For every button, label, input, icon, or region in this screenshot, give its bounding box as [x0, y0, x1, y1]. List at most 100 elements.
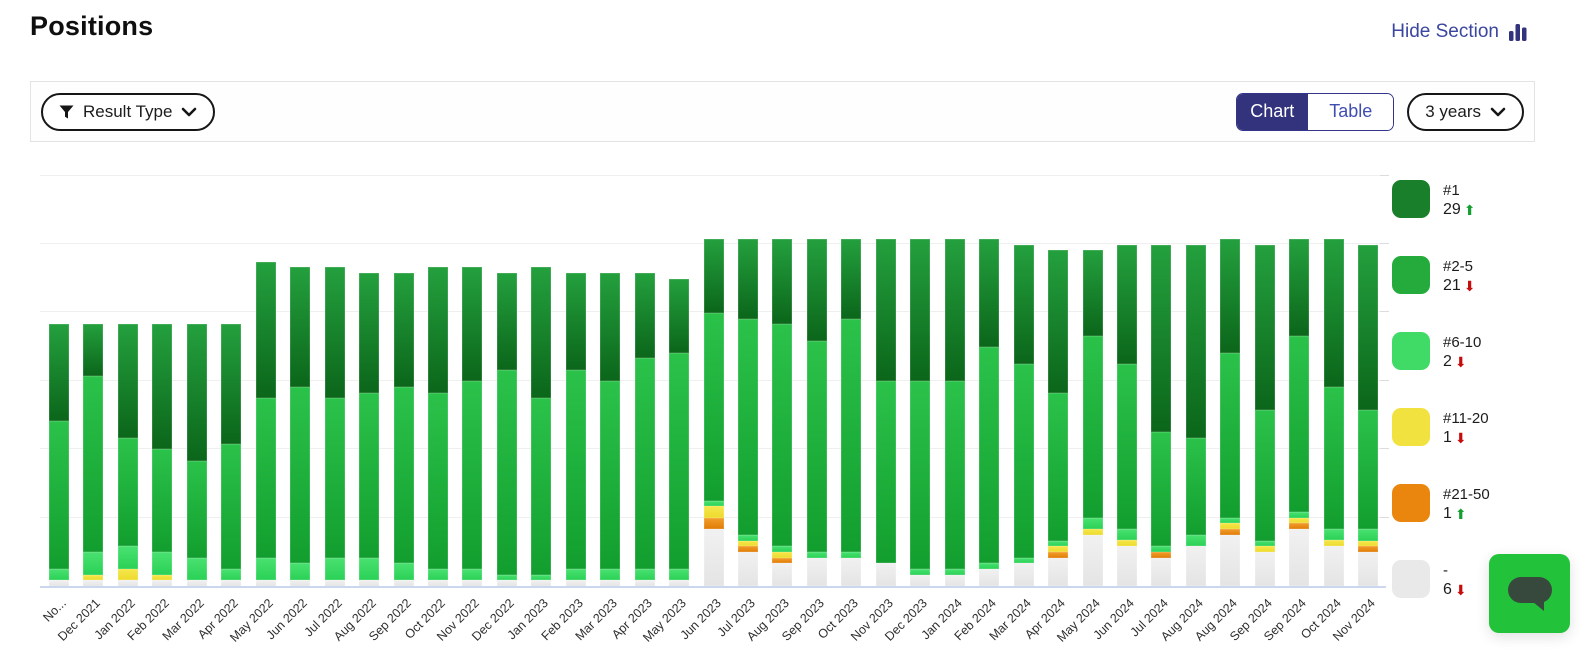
- stacked-bar[interactable]: [255, 170, 276, 586]
- legend-value: 6 ⬇: [1443, 581, 1467, 598]
- bar-segment: [496, 580, 517, 586]
- stacked-bar[interactable]: [979, 170, 1000, 586]
- bar-segment: [979, 568, 1000, 586]
- stacked-bar[interactable]: [565, 170, 586, 586]
- stacked-bar[interactable]: [841, 170, 862, 586]
- stacked-bar[interactable]: [1289, 170, 1310, 586]
- stacked-bar[interactable]: [1323, 170, 1344, 586]
- bar-segment: [1082, 534, 1103, 586]
- stacked-bar[interactable]: [1116, 170, 1137, 586]
- bar-segment: [875, 381, 896, 564]
- legend-name: -: [1443, 562, 1448, 579]
- stacked-bar[interactable]: [806, 170, 827, 586]
- bar-segment: [1013, 364, 1034, 558]
- stacked-bar[interactable]: [910, 170, 931, 586]
- bar-segment: [324, 267, 345, 399]
- stacked-bar[interactable]: [634, 170, 655, 586]
- bar-segment: [1358, 529, 1379, 541]
- bar-segment: [1358, 551, 1379, 586]
- chart-toggle-button[interactable]: Chart: [1237, 93, 1308, 130]
- legend-item[interactable]: #21-50 1 ⬆: [1392, 484, 1490, 524]
- bar-segment: [1151, 546, 1172, 552]
- stacked-bar[interactable]: [324, 170, 345, 586]
- bar-segment: [1358, 546, 1379, 552]
- result-type-button[interactable]: Result Type: [41, 92, 216, 131]
- stacked-bar[interactable]: [1254, 170, 1275, 586]
- bar-segment: [565, 568, 586, 581]
- bar-segment: [152, 449, 173, 552]
- stacked-bar[interactable]: [1151, 170, 1172, 586]
- stacked-bar[interactable]: [738, 170, 758, 586]
- bar-segment: [359, 273, 380, 393]
- bar-segment: [738, 238, 758, 319]
- stacked-bar[interactable]: [600, 170, 621, 586]
- hide-section-link[interactable]: Hide Section: [1391, 21, 1528, 43]
- stacked-bar[interactable]: [1220, 170, 1241, 586]
- stacked-bar[interactable]: [531, 170, 552, 586]
- bar-segment: [979, 563, 1000, 569]
- stacked-bar[interactable]: [1358, 170, 1379, 586]
- bar-segment: [1323, 238, 1344, 387]
- bar-segment: [875, 563, 896, 586]
- bar-segment: [1048, 250, 1069, 393]
- bar-segment: [255, 261, 276, 399]
- legend-item[interactable]: #11-20 1 ⬇: [1392, 408, 1490, 448]
- bar-segment: [1289, 238, 1310, 336]
- filter-icon: [59, 105, 74, 118]
- legend-swatch: [1392, 180, 1430, 218]
- y-axis-tick: [1380, 311, 1389, 313]
- legend-swatch: [1392, 560, 1430, 598]
- legend-item[interactable]: - 6 ⬇: [1392, 560, 1490, 600]
- bar-segment: [1220, 517, 1241, 524]
- bar-segment: [49, 568, 69, 581]
- stacked-bar[interactable]: [1185, 170, 1206, 586]
- bar-segment: [1116, 529, 1137, 541]
- bar-segment: [531, 580, 552, 586]
- chat-widget-button[interactable]: [1489, 554, 1570, 633]
- bar-segment: [186, 557, 207, 581]
- bar-segment: [600, 381, 621, 569]
- bar-segment: [427, 267, 448, 393]
- bar-segment: [83, 324, 104, 376]
- bar-segment: [1116, 244, 1137, 365]
- bar-segment: [255, 398, 276, 558]
- stacked-bar[interactable]: [462, 170, 483, 586]
- stacked-bar[interactable]: [152, 170, 173, 586]
- bar-segment: [255, 557, 276, 581]
- down-arrow-icon: ⬇: [1454, 582, 1467, 598]
- bar-segment: [83, 375, 104, 552]
- stacked-bar[interactable]: [49, 170, 69, 586]
- stacked-bar[interactable]: [1013, 170, 1034, 586]
- legend-name: #2-5: [1443, 258, 1474, 275]
- stacked-bar[interactable]: [290, 170, 311, 586]
- stacked-bar[interactable]: [427, 170, 448, 586]
- bar-segment: [565, 369, 586, 569]
- down-arrow-icon: ⬇: [1454, 430, 1467, 446]
- time-range-button[interactable]: 3 years: [1407, 92, 1524, 131]
- stacked-bar[interactable]: [772, 170, 793, 586]
- bar-segment: [186, 460, 207, 558]
- stacked-bar[interactable]: [117, 170, 138, 586]
- bar-segment: [117, 568, 138, 581]
- bar-segment: [979, 238, 1000, 348]
- bar-segment: [1185, 534, 1206, 547]
- stacked-bar[interactable]: [944, 170, 965, 586]
- stacked-bar[interactable]: [359, 170, 380, 586]
- stacked-bar[interactable]: [83, 170, 104, 586]
- stacked-bar[interactable]: [703, 170, 724, 586]
- stacked-bar[interactable]: [221, 170, 242, 586]
- legend-name: #11-20: [1443, 410, 1489, 427]
- legend-item[interactable]: #6-10 2 ⬇: [1392, 332, 1490, 372]
- stacked-bar[interactable]: [1048, 170, 1069, 586]
- table-toggle-button[interactable]: Table: [1307, 93, 1394, 130]
- bar-segment: [49, 421, 69, 569]
- stacked-bar[interactable]: [393, 170, 414, 586]
- stacked-bar[interactable]: [186, 170, 207, 586]
- legend-item[interactable]: #1 29 ⬆: [1392, 180, 1490, 220]
- stacked-bar[interactable]: [1082, 170, 1103, 586]
- stacked-bar[interactable]: [875, 170, 896, 586]
- stacked-bar[interactable]: [669, 170, 690, 586]
- hide-section-label: Hide Section: [1391, 21, 1499, 42]
- legend-item[interactable]: #2-5 21 ⬇: [1392, 256, 1490, 296]
- stacked-bar[interactable]: [496, 170, 517, 586]
